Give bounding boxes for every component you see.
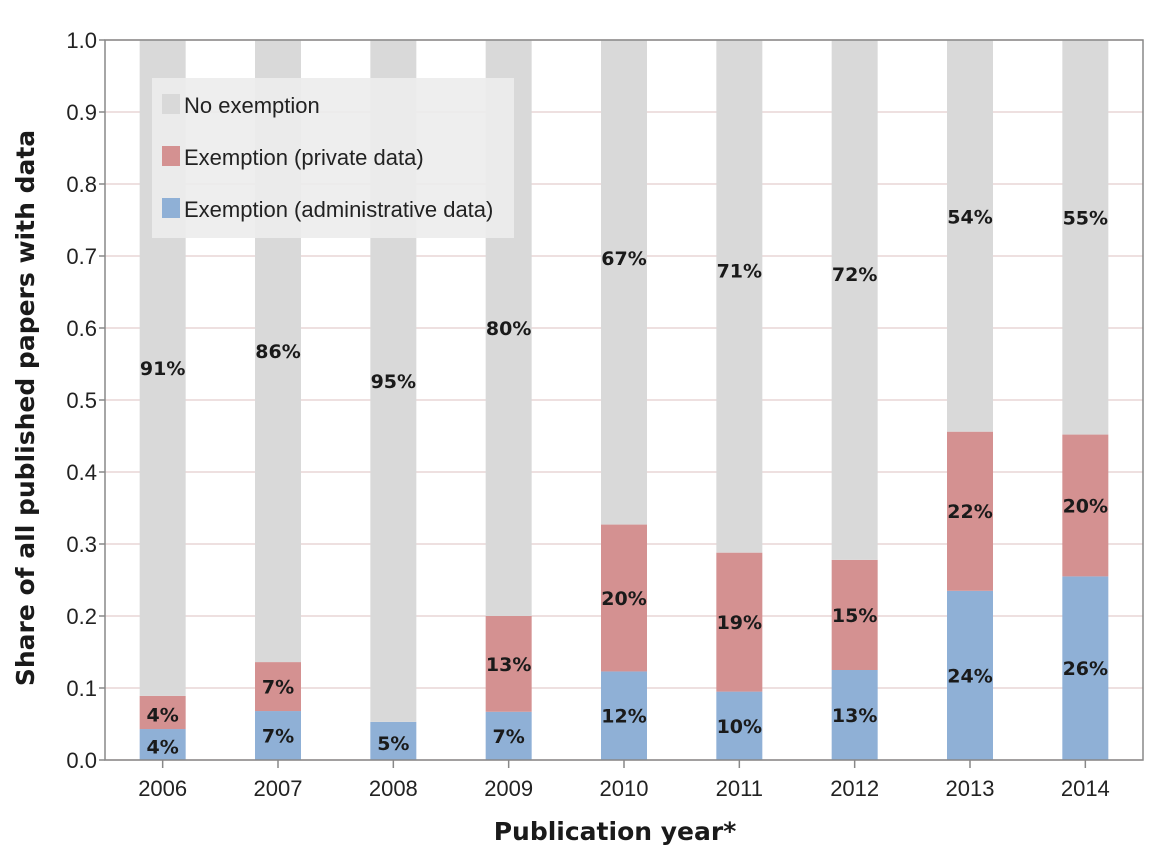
x-tick-label: 2009 <box>484 776 533 801</box>
legend-swatch <box>162 146 180 166</box>
data-label: 12% <box>601 706 646 728</box>
data-label: 71% <box>717 261 762 283</box>
bar-segment <box>139 729 186 760</box>
x-tick-label: 2008 <box>369 776 418 801</box>
bar-segment <box>1062 576 1109 760</box>
data-label: 7% <box>262 726 294 748</box>
data-label: 67% <box>601 248 646 270</box>
bars <box>139 40 1109 760</box>
axes: 0.0 0.1 0.2 0.3 0.4 0.5 0.6 0.7 0.8 0.9 1.0 2006 200… <box>66 28 1109 801</box>
bar-segment <box>1062 40 1109 435</box>
data-label: 54% <box>947 206 992 228</box>
bar-segment <box>139 695 186 730</box>
y-axis-title: Share of all published papers with data <box>11 130 40 686</box>
data-label: 91% <box>140 358 185 380</box>
legend-label: Exemption (private data) <box>184 145 424 170</box>
bar-segment <box>485 711 532 760</box>
y-tick-label: 0.2 <box>66 604 97 629</box>
y-tick-label: 0.0 <box>66 748 97 773</box>
bar-segment <box>831 40 878 560</box>
bar-segment <box>255 662 301 712</box>
x-tick-label: 2013 <box>946 776 995 801</box>
data-label: 72% <box>832 264 877 286</box>
legend-label: No exemption <box>184 93 320 118</box>
bar-segment <box>485 616 532 712</box>
data-label: 22% <box>947 501 992 523</box>
y-tick-label: 0.7 <box>66 244 97 269</box>
y-tick-label: 0.6 <box>66 316 97 341</box>
data-label: 86% <box>255 341 300 363</box>
data-label: 95% <box>371 371 416 393</box>
data-label: 55% <box>1063 208 1108 230</box>
y-tick-label: 0.5 <box>66 388 97 413</box>
x-axis-title: Publication year* <box>494 817 737 846</box>
bar-segment <box>947 431 993 591</box>
bar-segment <box>601 524 647 672</box>
y-tick-label: 0.1 <box>66 676 97 701</box>
x-tick-label: 2012 <box>830 776 879 801</box>
data-label: 15% <box>832 605 877 627</box>
data-label: 7% <box>493 726 525 748</box>
bar-segment <box>831 670 878 760</box>
data-label: 4% <box>147 704 179 726</box>
bar-segment <box>255 711 301 760</box>
bar-segment <box>831 559 878 670</box>
x-tick-label: 2007 <box>254 776 303 801</box>
data-label: 80% <box>486 318 531 340</box>
legend-swatch <box>162 94 180 114</box>
legend: No exemption Exemption (private data) Exem… <box>152 78 514 238</box>
legend-swatch <box>162 198 180 218</box>
bar-segment <box>601 671 647 760</box>
data-label: 10% <box>717 716 762 738</box>
bar-segment <box>370 721 417 760</box>
bar-segment <box>947 590 993 760</box>
y-tick-label: 0.4 <box>66 460 97 485</box>
data-label: 24% <box>947 665 992 687</box>
data-label: 13% <box>832 705 877 727</box>
data-label: 7% <box>262 677 294 699</box>
data-label: 20% <box>601 588 646 610</box>
legend-label: Exemption (administrative data) <box>184 197 493 222</box>
legend-box <box>152 78 514 238</box>
bar-segment <box>716 552 763 692</box>
y-tick-label: 0.8 <box>66 172 97 197</box>
data-label: 4% <box>147 737 179 759</box>
y-tick-label: 1.0 <box>66 28 97 53</box>
x-tick-label: 2014 <box>1061 776 1110 801</box>
y-tick-label: 0.9 <box>66 100 97 125</box>
bar-segment <box>1062 434 1109 577</box>
x-tick-label: 2010 <box>600 776 649 801</box>
bar-segment <box>716 691 763 760</box>
data-label: 5% <box>377 733 409 755</box>
data-label: 20% <box>1063 495 1108 517</box>
y-tick-label: 0.3 <box>66 532 97 557</box>
data-label: 26% <box>1063 658 1108 680</box>
data-labels: 4% 4% 91% 7% 7% 86% 5% 95% 7% 13% 80% 12% 20% 67% 10% 1… <box>140 206 1108 758</box>
data-label: 13% <box>486 654 531 676</box>
bar-segment <box>947 40 993 432</box>
bar-segment <box>601 40 647 525</box>
x-tick-label: 2011 <box>716 776 763 801</box>
x-tick-label: 2006 <box>138 776 187 801</box>
data-label: 19% <box>717 612 762 634</box>
bar-segment <box>716 40 763 553</box>
